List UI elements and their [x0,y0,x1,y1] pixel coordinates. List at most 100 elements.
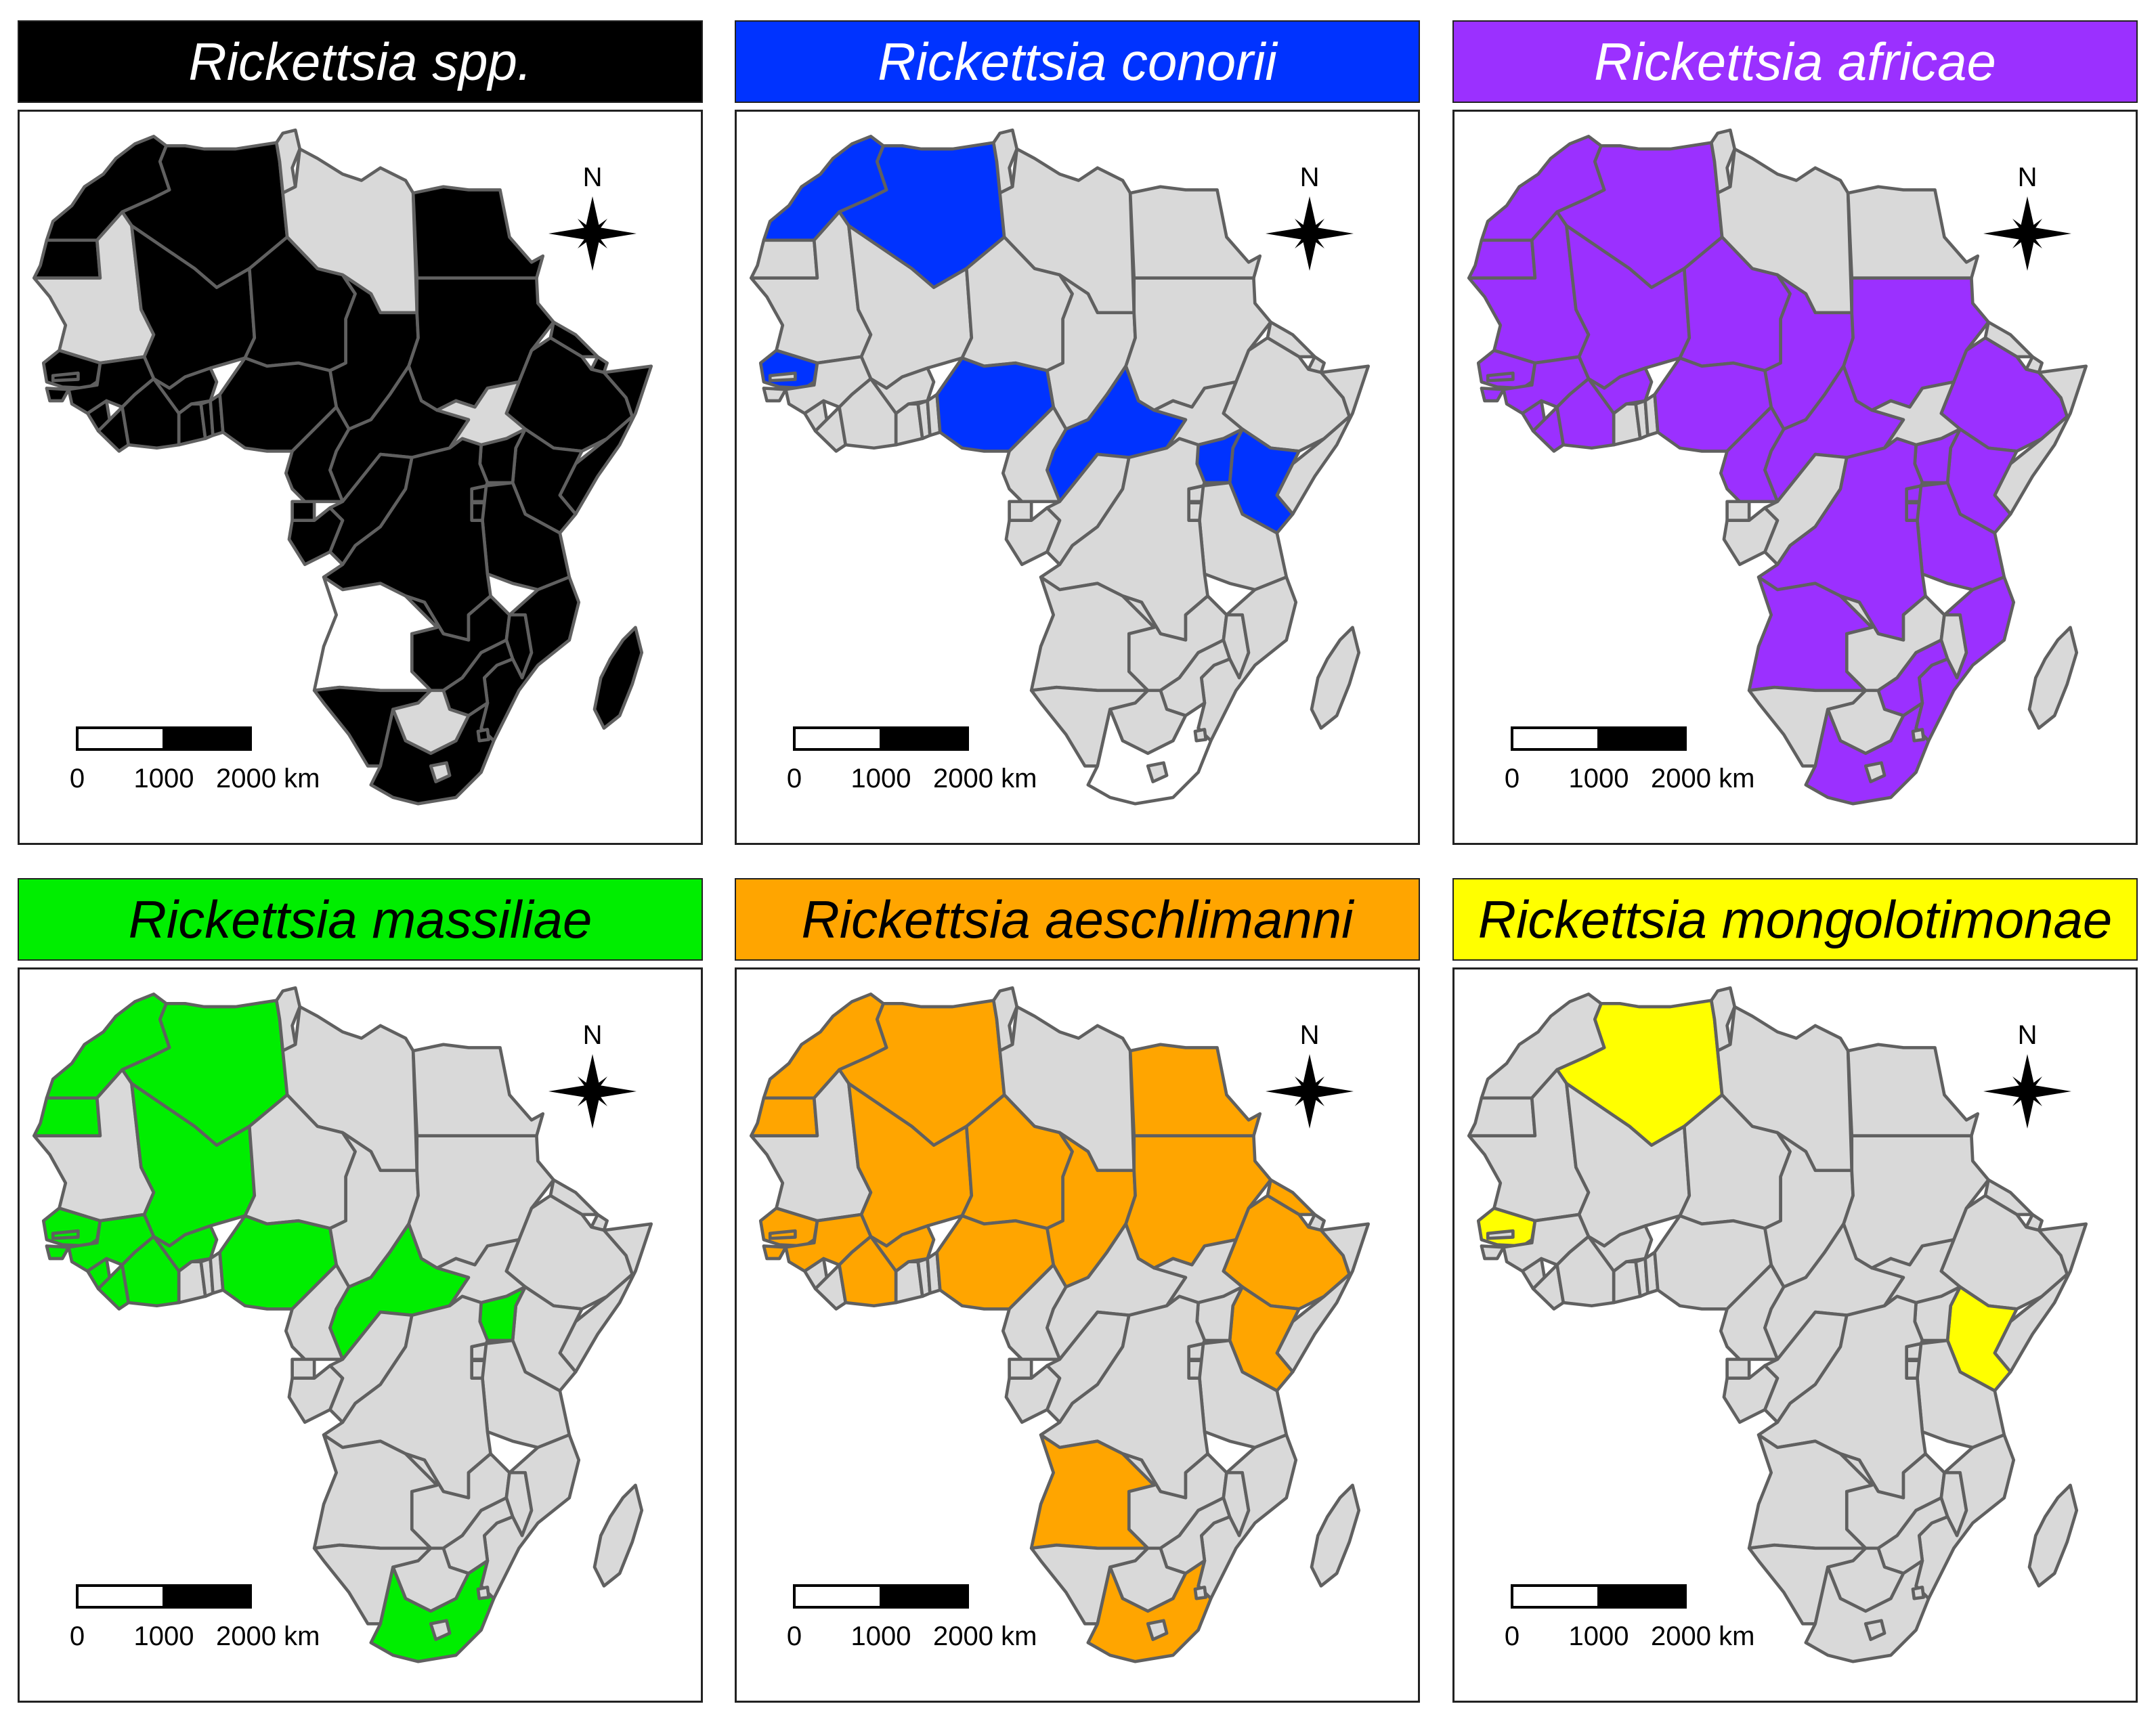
map-frame: N 0 1000 2000 km [18,110,703,845]
country-w-sahara [1467,238,1537,280]
panel-title-banner: Rickettsia mongolotimonae [1452,878,2138,961]
country-eq-guinea [1725,500,1751,523]
country-w-sahara [32,1096,102,1137]
panel-title: Rickettsia spp. [188,32,532,91]
compass-diagonal-icon [1295,219,1324,248]
country-tunisia [275,986,302,1053]
scale-bar: 0 1000 2000 km [70,726,320,793]
scale-bar-white-segment [76,726,165,751]
scale-bar: 0 1000 2000 km [787,1584,1037,1651]
africa-map: N 0 1000 2000 km [1467,128,2088,806]
compass-center-icon [1303,1085,1316,1097]
compass-diagonal-icon [2012,219,2042,248]
africa-map: N 0 1000 2000 km [749,128,1371,806]
scale-bar-black-segment [163,1584,252,1609]
scale-bar-white-segment [1511,1584,1600,1609]
country-eq-guinea [1008,1357,1033,1380]
scale-bar-label: 1000 [1569,1621,1629,1651]
panel-title: Rickettsia conorii [878,32,1277,91]
map-frame: N 0 1000 2000 km [735,110,1420,845]
country-w-sahara [749,238,819,280]
panel-title-banner: Rickettsia spp. [18,20,703,103]
country-layer [1467,128,2088,806]
country-eswatini [1193,1586,1208,1600]
scale-bar-black-segment [163,726,252,751]
country-layer [749,986,1371,1663]
country-gambia [768,1229,797,1240]
scale-bar-label: 1000 [1569,764,1629,793]
country-lesotho [1863,1619,1886,1641]
country-egypt [1846,185,1980,280]
country-madagascar [1310,1483,1361,1588]
country-south-africa [369,1559,496,1663]
country-south-africa [1804,701,1931,806]
scale-bar-label: 0 [70,1621,85,1651]
country-tunisia [992,986,1019,1053]
country-eswatini [1193,728,1208,743]
scale-bar-label: 2000 km [933,764,1037,793]
country-south-africa [1086,701,1213,806]
scale-bar: 0 1000 2000 km [1505,1584,1754,1651]
country-layer [749,128,1371,806]
country-w-sahara [32,238,102,280]
compass-diagonal-icon [1295,1076,1324,1106]
scale-bar-label: 1000 [851,1621,911,1651]
scale-bar-white-segment [76,1584,165,1609]
country-guinea-bissau [45,387,70,403]
country-lesotho [1146,1619,1169,1641]
country-egypt [1846,1043,1980,1137]
scale-bar: 0 1000 2000 km [70,1584,320,1651]
country-egypt [411,1043,545,1137]
north-arrow: N [548,1020,637,1129]
north-arrow-label: N [1300,1020,1320,1050]
country-south-africa [369,701,496,806]
country-eritrea [1266,1178,1316,1217]
country-guinea-bissau [1480,1244,1505,1261]
country-madagascar [2027,626,2079,730]
country-madagascar [1310,626,1361,730]
country-tunisia [992,128,1019,195]
compass-center-icon [2021,1085,2033,1097]
compass-center-icon [2021,227,2033,240]
scale-bar-label: 2000 km [216,1621,320,1651]
country-eq-guinea [290,1357,316,1380]
country-guinea-bissau [762,1244,788,1261]
country-lesotho [429,1619,452,1641]
country-south-africa [1086,1559,1213,1663]
country-eritrea [1983,1178,2034,1217]
country-gambia [51,371,80,383]
country-eswatini [476,728,491,743]
country-gambia [768,371,797,383]
country-lesotho [1863,761,1886,783]
scale-bar: 0 1000 2000 km [787,726,1037,793]
scale-bar-white-segment [1511,726,1600,751]
country-gambia [1486,371,1515,383]
country-layer [32,986,653,1663]
map-frame: N 0 1000 2000 km [18,967,703,1703]
country-eswatini [476,1586,491,1600]
panel-title: Rickettsia aeschlimanni [801,890,1354,949]
country-tunisia [275,128,302,195]
country-layer [32,128,653,806]
north-arrow: N [548,162,637,271]
country-layer [1467,986,2088,1663]
panel-title-banner: Rickettsia massiliae [18,878,703,961]
country-eq-guinea [1008,500,1033,523]
country-eswatini [1911,728,1926,743]
country-guinea-bissau [762,387,788,403]
north-arrow: N [1266,1020,1354,1129]
scale-bar-black-segment [1597,726,1687,751]
africa-map: N 0 1000 2000 km [32,986,653,1663]
compass-diagonal-icon [578,1076,607,1106]
scale-bar-label: 1000 [134,764,194,793]
country-tunisia [1710,986,1737,1053]
scale-bar-black-segment [880,1584,969,1609]
country-gambia [1486,1229,1515,1240]
country-eq-guinea [1725,1357,1751,1380]
country-madagascar [592,626,644,730]
country-eritrea [1983,320,2034,359]
scale-bar-label: 0 [787,1621,802,1651]
country-eswatini [1911,1586,1926,1600]
map-frame: N 0 1000 2000 km [1452,110,2138,845]
north-arrow-label: N [1300,162,1320,192]
